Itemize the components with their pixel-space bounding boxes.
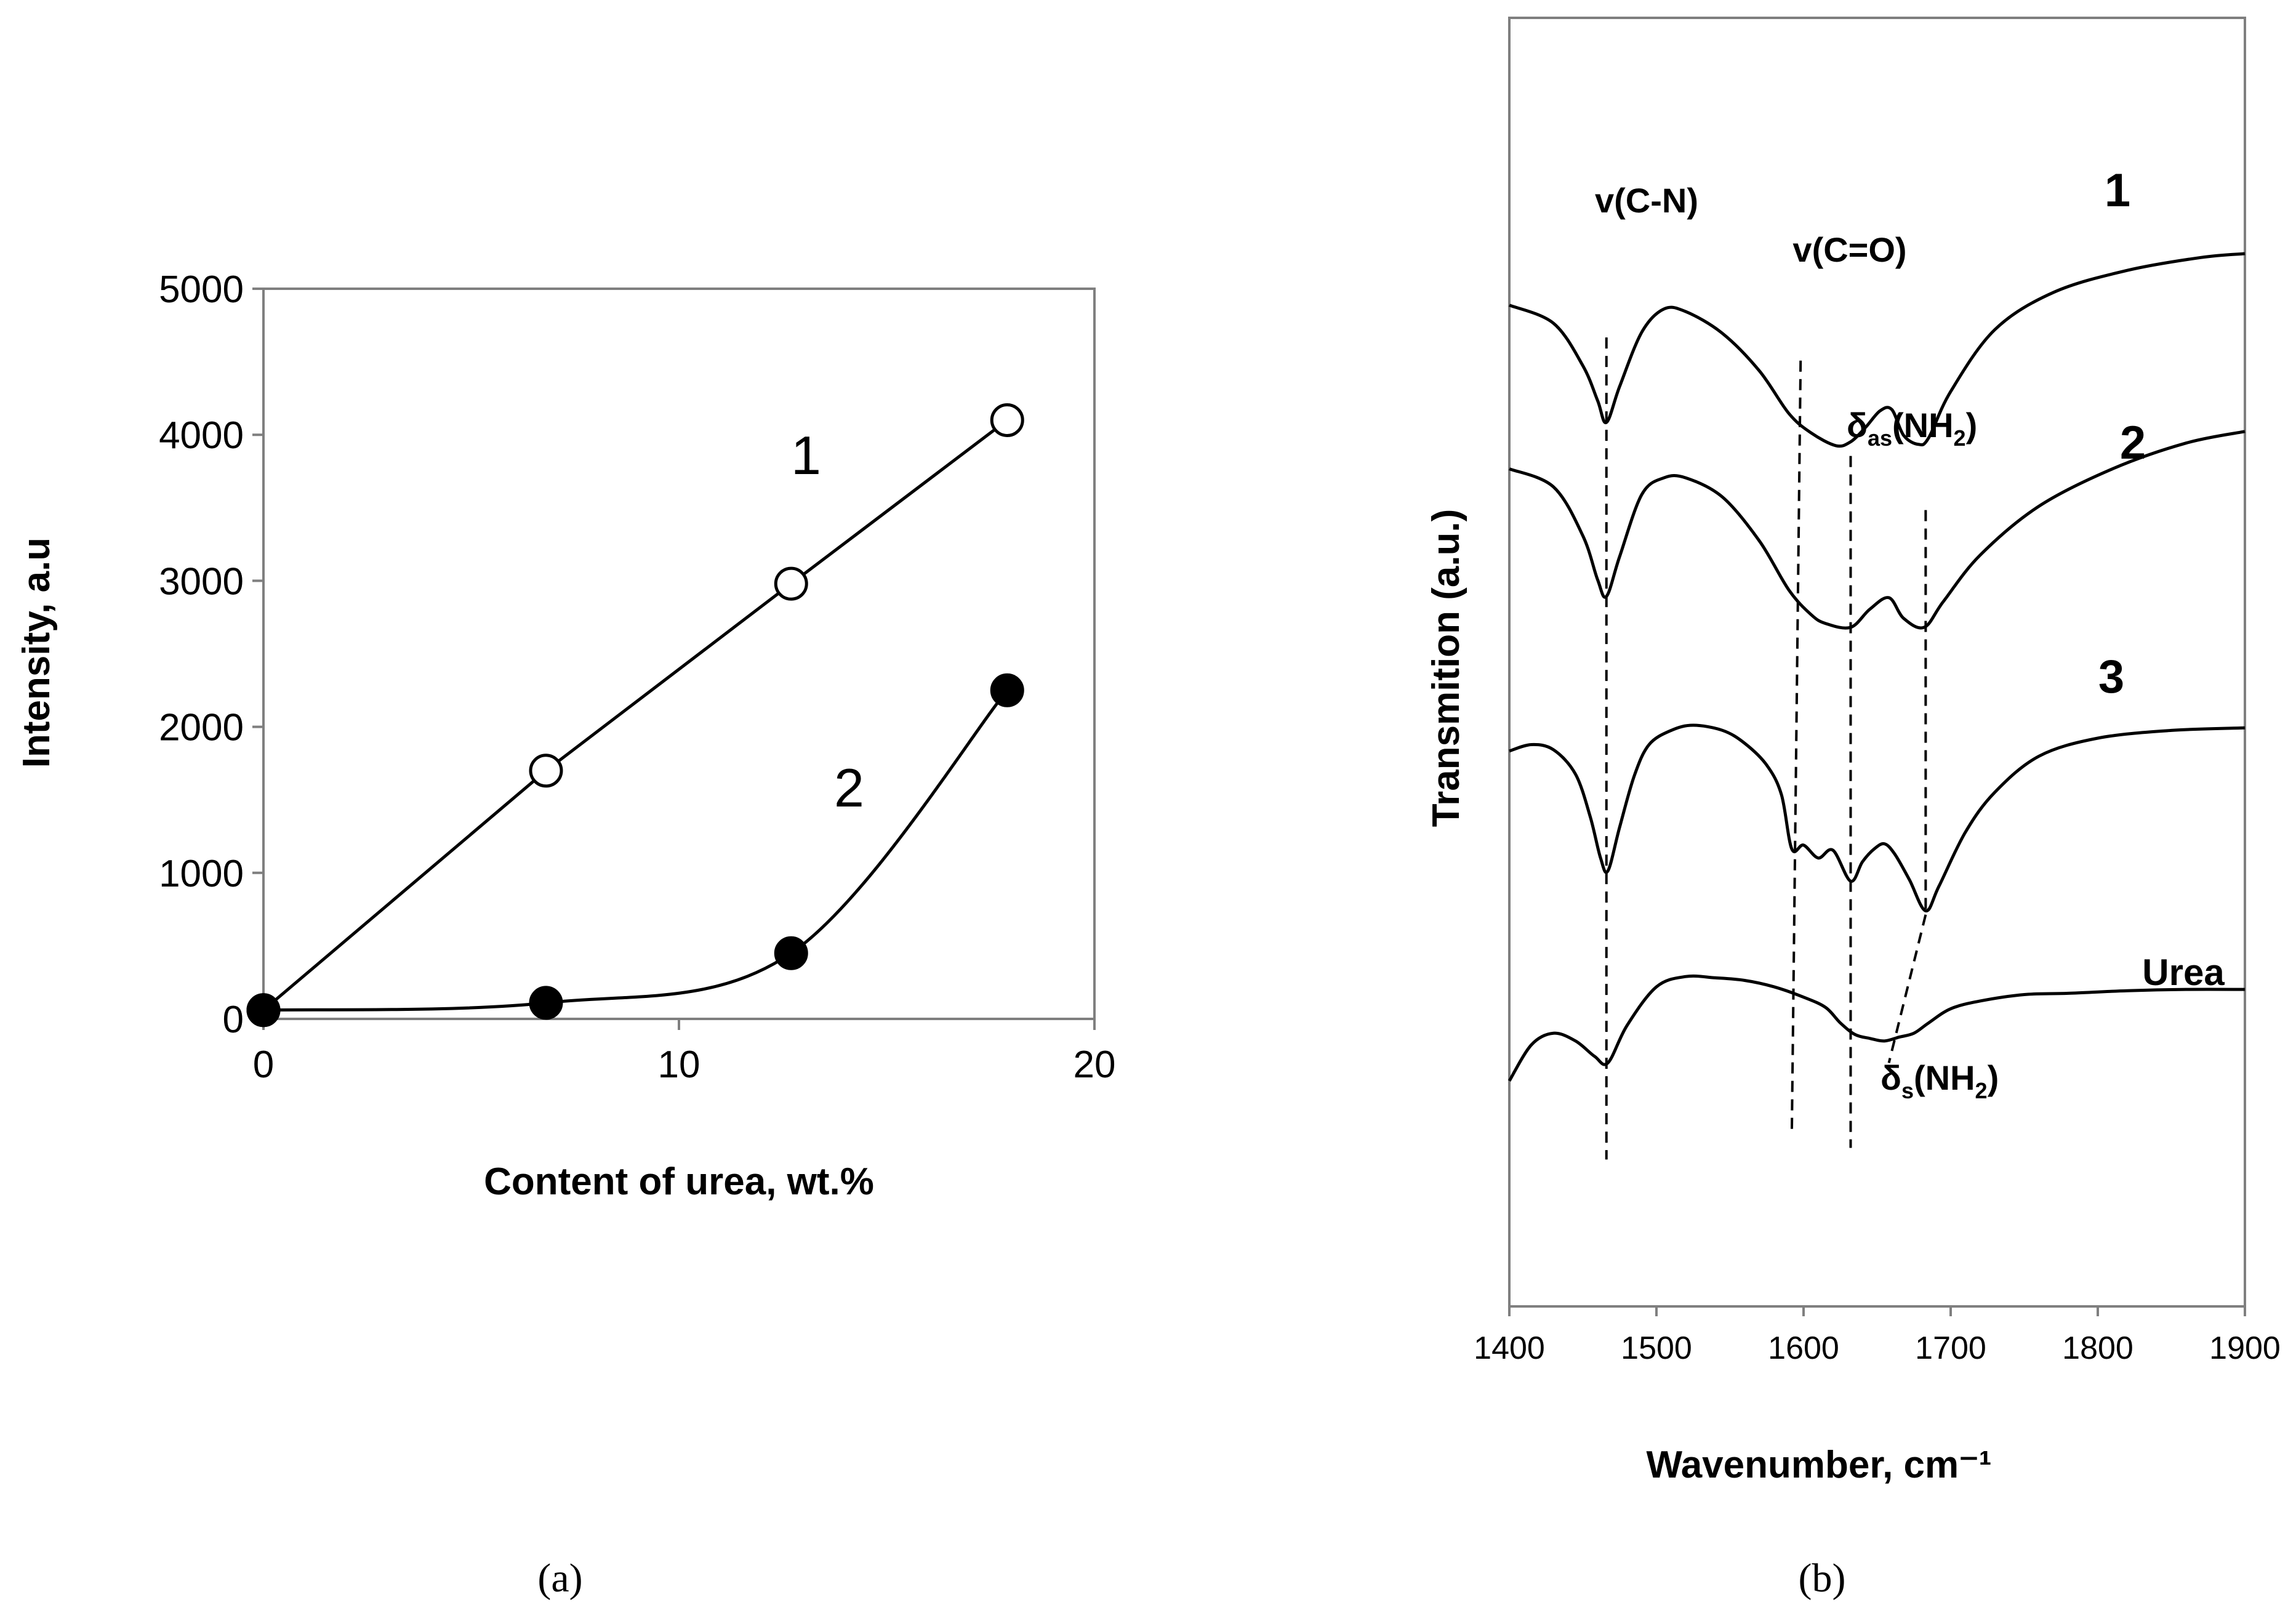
curve-label-urea: Urea: [2142, 952, 2225, 993]
y-axis-title-a: Intensity, a.u: [15, 537, 58, 768]
y-tick-label: 2000: [159, 707, 244, 749]
band-label-vcn: v(C-N): [1595, 181, 1698, 220]
x-tick-label: 1500: [1621, 1330, 1692, 1366]
band-label-ds-nh2: δs(NH2): [1881, 1058, 1999, 1103]
x-tick-label: 10: [658, 1044, 700, 1086]
curve-label-2: 2: [2120, 417, 2146, 469]
spectrum-urea: [1507, 974, 2246, 1082]
data-point-series-1: [774, 566, 808, 601]
y-tick-label: 5000: [159, 268, 244, 311]
curve-label-1: 1: [2105, 164, 2130, 217]
y-tick-label: 4000: [159, 414, 244, 457]
y-tick-label: 3000: [159, 560, 244, 603]
y-axis-ticks-a: 0 1000 2000 3000 4000 5000: [159, 268, 263, 1041]
data-point-series-1: [990, 403, 1024, 437]
x-tick-label: 1900: [2209, 1330, 2281, 1366]
x-axis-ticks-a: 0 10 20: [253, 1019, 1116, 1086]
spectra-group-b: [1507, 252, 2246, 1082]
spectrum-2: [1509, 430, 2246, 630]
x-tick-label: 1600: [1768, 1330, 1839, 1366]
panel-b: 1400 1500 1600 1700 1800 1900 Transmition (a.…: [1425, 17, 2281, 1601]
x-tick-label: 20: [1074, 1044, 1116, 1086]
band-label-das-nh2: δas(NH2): [1847, 406, 1977, 451]
y-tick-label: 1000: [159, 853, 244, 895]
series-group-a: [246, 403, 1024, 1028]
data-point-series-2: [529, 986, 563, 1020]
band-guide-line: [1887, 914, 1927, 1063]
x-axis-ticks-b: 1400 1500 1600 1700 1800 1900: [1474, 1306, 2281, 1366]
x-tick-label: 1400: [1474, 1330, 1545, 1366]
band-label-vco: v(C=O): [1792, 230, 1906, 269]
series-label-2: 2: [834, 757, 864, 818]
data-point-series-2: [246, 993, 281, 1028]
panel-a: 0 1000 2000 3000 4000 5000 0 10 20 Intensity, a…: [15, 268, 1115, 1601]
spectrum-3: [1509, 723, 2246, 912]
x-tick-label: 0: [253, 1044, 274, 1086]
band-guide-line: [1790, 360, 1802, 1135]
data-point-series-1: [529, 754, 563, 788]
spectrum-1: [1509, 252, 2246, 448]
y-axis-title-b: Transmition (a.u.): [1425, 509, 1467, 827]
plot-area-b: [1508, 17, 2246, 1308]
data-point-series-2: [990, 673, 1024, 707]
band-guides-b: [1605, 337, 1927, 1160]
series-line-2: [263, 689, 1009, 1012]
x-tick-label: 1700: [1915, 1330, 1986, 1366]
x-tick-label: 1800: [2062, 1330, 2133, 1366]
x-axis-title-a: Content of urea, wt.%: [484, 1160, 874, 1203]
panel-label-a: (a): [537, 1556, 582, 1601]
data-point-series-2: [774, 936, 808, 970]
series-line-1: [262, 419, 1008, 1012]
y-tick-label: 0: [223, 999, 244, 1041]
x-axis-title-b: Wavenumber, cm⁻¹: [1646, 1444, 1991, 1486]
plot-area-a: [262, 288, 1096, 1020]
series-label-1: 1: [791, 425, 821, 486]
curve-label-3: 3: [2098, 651, 2124, 703]
panel-label-b: (b): [1799, 1556, 1846, 1601]
